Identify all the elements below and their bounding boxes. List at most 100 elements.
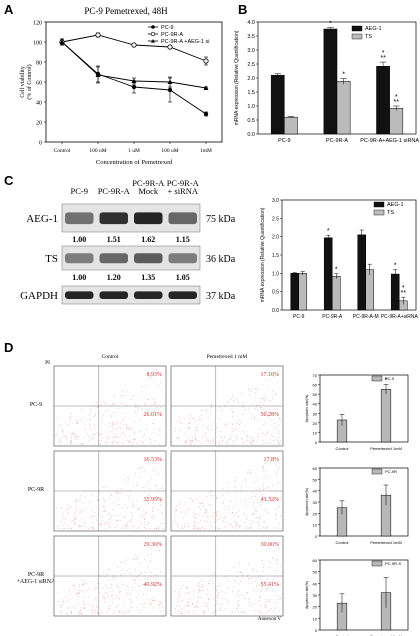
flow-event-dot bbox=[246, 527, 248, 529]
panelB-bar bbox=[323, 28, 338, 135]
flow-event-dot bbox=[270, 419, 272, 421]
flow-event-dot bbox=[194, 418, 196, 420]
flow-event-dot bbox=[280, 497, 282, 499]
flow-row-label: PC-9 bbox=[30, 402, 42, 408]
flow-event-dot bbox=[192, 610, 194, 612]
flow-event-dot bbox=[130, 609, 132, 611]
flow-event-dot bbox=[226, 441, 228, 443]
flow-event-dot bbox=[235, 521, 237, 523]
flow-event-dot bbox=[162, 559, 164, 561]
flow-event-dot bbox=[195, 610, 197, 612]
panelB-ytick-label: 0.5 bbox=[247, 118, 255, 124]
flow-event-dot bbox=[203, 612, 205, 614]
panelD1-ytick-label: 50 bbox=[313, 392, 318, 397]
flow-event-dot bbox=[240, 581, 242, 583]
flow-event-dot bbox=[213, 512, 215, 514]
panelCbar-xtick-label: PC-9 bbox=[293, 314, 305, 320]
flow-event-dot bbox=[222, 597, 224, 599]
flow-event-dot bbox=[232, 411, 234, 413]
panelCbar-annotation: * ** bbox=[401, 285, 407, 297]
flow-event-dot bbox=[93, 406, 95, 408]
flow-row-label: PC-9R bbox=[28, 487, 44, 493]
flow-event-dot bbox=[125, 559, 127, 561]
flow-event-dot bbox=[262, 439, 264, 441]
flow-event-dot bbox=[264, 603, 266, 605]
flow-event-dot bbox=[225, 608, 227, 610]
flow-event-dot bbox=[95, 611, 97, 613]
flow-event-dot bbox=[180, 612, 182, 614]
panelD1-frame bbox=[319, 374, 409, 443]
flow-event-dot bbox=[275, 613, 277, 615]
flow-event-dot bbox=[65, 596, 67, 598]
flow-event-dot bbox=[260, 583, 262, 585]
panelD3-xtick-label-line: Control bbox=[336, 634, 349, 636]
flow-event-dot bbox=[154, 574, 156, 576]
flow-event-dot bbox=[138, 430, 140, 432]
flow-event-dot bbox=[147, 481, 149, 483]
flow-event-dot bbox=[158, 601, 160, 603]
flow-event-dot bbox=[113, 443, 115, 445]
flow-event-dot bbox=[162, 523, 164, 525]
flow-event-dot bbox=[113, 423, 115, 425]
flow-event-dot bbox=[117, 422, 119, 424]
flow-event-dot bbox=[132, 439, 134, 441]
flow-event-dot bbox=[143, 516, 145, 518]
flow-event-dot bbox=[178, 437, 180, 439]
flow-event-dot bbox=[126, 569, 128, 571]
flow-event-dot bbox=[93, 588, 95, 590]
flow-event-dot bbox=[247, 435, 249, 437]
panelD1-ytick-label: 30 bbox=[313, 411, 318, 416]
flow-event-dot bbox=[147, 554, 149, 556]
flow-event-dot bbox=[178, 605, 180, 607]
flow-event-dot bbox=[96, 587, 98, 589]
chart-a-point bbox=[95, 32, 101, 38]
panelCbar-annotation-line: * bbox=[335, 267, 338, 274]
flow-event-dot bbox=[246, 471, 248, 473]
flow-event-dot bbox=[211, 442, 213, 444]
flow-event-dot bbox=[62, 598, 64, 600]
flow-event-dot bbox=[70, 442, 72, 444]
flow-event-dot bbox=[113, 439, 115, 441]
flow-event-dot bbox=[181, 600, 183, 602]
flow-event-dot bbox=[276, 483, 278, 485]
flow-event-dot bbox=[82, 603, 84, 605]
flow-event-dot bbox=[250, 443, 252, 445]
flow-event-dot bbox=[272, 457, 274, 459]
flow-event-dot bbox=[278, 602, 280, 604]
flow-event-dot bbox=[199, 588, 201, 590]
flow-event-dot bbox=[125, 527, 127, 529]
flow-event-dot bbox=[275, 513, 277, 515]
flow-event-dot bbox=[255, 509, 257, 511]
flow-event-dot bbox=[78, 596, 80, 598]
flow-event-dot bbox=[234, 527, 236, 529]
flow-event-dot bbox=[247, 563, 249, 565]
flow-event-dot bbox=[133, 485, 135, 487]
flow-event-dot bbox=[85, 428, 87, 430]
flow-event-dot bbox=[103, 510, 105, 512]
flow-event-dot bbox=[74, 518, 76, 520]
flow-event-dot bbox=[265, 462, 267, 464]
flow-event-dot bbox=[264, 520, 266, 522]
flow-event-dot bbox=[83, 423, 85, 425]
flow-event-dot bbox=[238, 595, 240, 597]
flow-event-dot bbox=[262, 612, 264, 614]
flow-event-dot bbox=[143, 487, 145, 489]
flow-event-dot bbox=[113, 396, 115, 398]
panelB-legend-label: TS bbox=[365, 34, 372, 40]
flow-event-dot bbox=[234, 423, 236, 425]
flow-event-dot bbox=[100, 443, 102, 445]
flow-event-dot bbox=[256, 489, 258, 491]
flow-event-dot bbox=[187, 610, 189, 612]
flow-event-dot bbox=[72, 434, 74, 436]
flow-event-dot bbox=[261, 576, 263, 578]
flow-event-dot bbox=[194, 516, 196, 518]
flow-event-dot bbox=[238, 401, 240, 403]
chart-a-point bbox=[203, 111, 209, 117]
flow-event-dot bbox=[255, 585, 257, 587]
flow-event-dot bbox=[151, 547, 153, 549]
flow-event-dot bbox=[128, 610, 130, 612]
flow-event-dot bbox=[134, 582, 136, 584]
flow-event-dot bbox=[128, 520, 130, 522]
panelCbar-annotation: * bbox=[394, 263, 397, 270]
